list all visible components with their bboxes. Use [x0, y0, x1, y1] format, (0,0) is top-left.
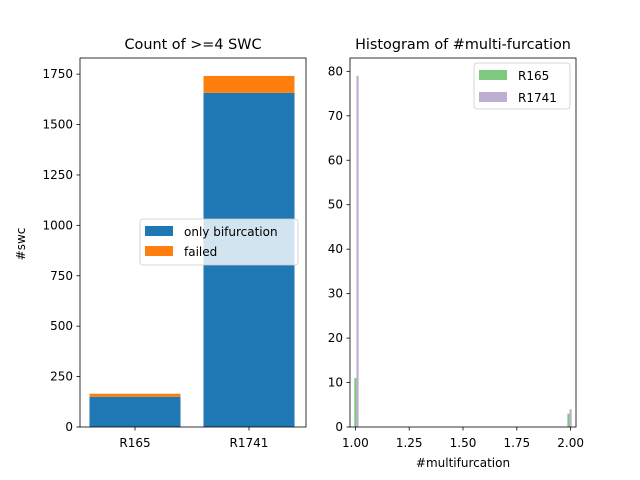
stacked-bar-panel: Count of >=4 SWC #swc 0 250 500 750 1000 1250… [14, 37, 307, 450]
panel1-xtick-label: R165 [119, 436, 150, 450]
hist-bar-R1741-1 [569, 409, 572, 427]
legend-swatch-R1741 [479, 92, 507, 102]
panel2-xtick-label: 1.75 [503, 436, 530, 450]
panel2-ytick-label: 50 [328, 198, 343, 212]
bar-failed-R165 [89, 393, 181, 397]
panel2-bars [354, 75, 572, 427]
panel2-axes: 0 10 20 30 40 50 60 70 80 1.00 1.25 1.50 1.75 2.00 [328, 57, 584, 450]
legend-swatch-R165 [479, 70, 507, 80]
panel1-legend: only bifurcation failed [139, 218, 299, 266]
panel1-frame [79, 57, 307, 428]
panel2-ytick-label: 10 [328, 376, 343, 390]
panel2-xtick-label: 1.50 [450, 436, 477, 450]
panel1-title: Count of >=4 SWC [124, 37, 261, 53]
panel1-ytick-label: 1500 [42, 118, 73, 132]
legend-label-failed: failed [184, 245, 217, 259]
panel1-xtick-label: R1741 [230, 436, 269, 450]
legend-label-R1741: R1741 [518, 91, 557, 105]
panel2-ytick-label: 60 [328, 153, 343, 167]
panel1-ytick-label: 500 [50, 319, 73, 333]
legend-label-only-bifurcation: only bifurcation [184, 225, 278, 239]
panel1-ytick-label: 250 [50, 370, 73, 384]
panel2-xlabel: #multifurcation [416, 456, 510, 470]
panel2-ytick-label: 70 [328, 109, 343, 123]
panel1-axes: 0 250 500 750 1000 1250 1500 1750 R165 R1741 [42, 57, 307, 450]
panel2-legend: R165 R1741 [473, 62, 571, 110]
hist-bar-R165-0 [354, 378, 357, 427]
panel1-ytick-label: 1000 [42, 218, 73, 232]
panel1-ytick-label: 1750 [42, 67, 73, 81]
panel2-ytick-label: 20 [328, 331, 343, 345]
panel1-ylabel: #swc [14, 228, 28, 261]
panel1-ytick-label: 750 [50, 269, 73, 283]
panel2-ytick-label: 80 [328, 64, 343, 78]
legend-swatch-failed [145, 246, 173, 256]
hist-bar-R165-1 [567, 413, 570, 427]
histogram-panel: Histogram of #multi-furcation #multifurc… [328, 37, 584, 470]
legend-swatch-only-bifurcation [145, 226, 173, 236]
panel2-ytick-label: 0 [335, 420, 343, 434]
panel2-xtick-label: 2.00 [557, 436, 584, 450]
panel2-ytick-label: 30 [328, 287, 343, 301]
panel2-xtick-label: 1.25 [396, 436, 423, 450]
panel2-xtick-label: 1.00 [342, 436, 369, 450]
legend-label-R165: R165 [518, 69, 549, 83]
panel2-ytick-label: 40 [328, 242, 343, 256]
bar-only-bifurcation-R165 [89, 396, 181, 427]
bar-failed-R1741 [203, 75, 295, 93]
hist-bar-R1741-0 [356, 75, 359, 427]
panel1-ytick-label: 0 [65, 420, 73, 434]
panel1-ytick-label: 1250 [42, 168, 73, 182]
panel2-title: Histogram of #multi-furcation [355, 37, 571, 53]
panel1-legend-box [139, 218, 299, 266]
